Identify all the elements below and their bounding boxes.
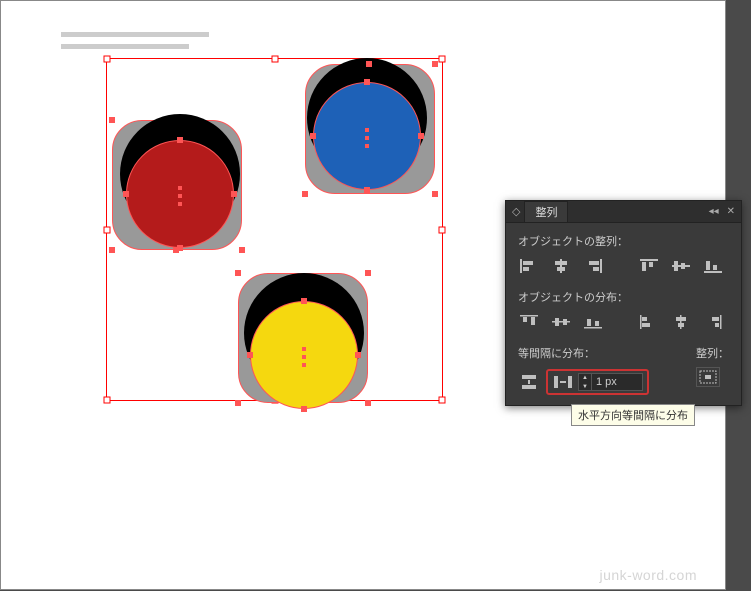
- label-align-objects: オブジェクトの整列：: [518, 233, 729, 249]
- spin-up-icon[interactable]: ▲: [579, 373, 591, 382]
- align-bottom-icon[interactable]: [702, 257, 724, 275]
- center-dot: [302, 363, 306, 367]
- spacing-value[interactable]: 1 px: [592, 376, 642, 388]
- shape-red[interactable]: [106, 114, 250, 258]
- selection-handle-e[interactable]: [439, 226, 446, 233]
- anchor[interactable]: [432, 61, 438, 67]
- distribute-top-icon[interactable]: [518, 313, 540, 331]
- align-top-icon[interactable]: [638, 257, 660, 275]
- shape-yellow[interactable]: [232, 273, 376, 417]
- center-dot: [365, 128, 369, 132]
- anchor[interactable]: [432, 191, 438, 197]
- anchor[interactable]: [418, 133, 424, 139]
- distribute-hspacing-icon[interactable]: [552, 373, 574, 391]
- selection-handle-n[interactable]: [271, 56, 278, 63]
- tooltip-hspacing: 水平方向等間隔に分布: [571, 404, 695, 426]
- anchor[interactable]: [173, 247, 179, 253]
- align-row: [518, 257, 729, 275]
- center-dot: [365, 144, 369, 148]
- anchor[interactable]: [301, 406, 307, 412]
- anchor[interactable]: [302, 191, 308, 197]
- anchor[interactable]: [231, 191, 237, 197]
- distribute-right-icon[interactable]: [702, 313, 724, 331]
- anchor[interactable]: [310, 133, 316, 139]
- deco-bar-1: [61, 32, 209, 37]
- selection-handle-se[interactable]: [439, 397, 446, 404]
- distribute-left-icon[interactable]: [638, 313, 660, 331]
- align-hcenter-icon[interactable]: [550, 257, 572, 275]
- label-align-to: 整列：: [696, 345, 729, 361]
- panel-collapse-icon[interactable]: ◂◂: [709, 206, 719, 217]
- anchor[interactable]: [235, 270, 241, 276]
- align-to-selection-icon[interactable]: [696, 367, 720, 387]
- panel-body: オブジェクトの整列： オブジェクトの分布： 等間隔に分布：: [506, 223, 741, 405]
- panel-close-icon[interactable]: ✕: [727, 206, 735, 217]
- distribute-vcenter-icon[interactable]: [550, 313, 572, 331]
- distribute-row: [518, 313, 729, 331]
- align-panel: ◇ 整列 ◂◂ ✕ オブジェクトの整列： オブジェクトの分布：: [505, 200, 742, 406]
- align-right-icon[interactable]: [582, 257, 604, 275]
- center-dot: [302, 355, 306, 359]
- anchor[interactable]: [247, 352, 253, 358]
- anchor[interactable]: [365, 270, 371, 276]
- center-dot: [365, 136, 369, 140]
- anchor[interactable]: [365, 400, 371, 406]
- selection-handle-nw[interactable]: [104, 56, 111, 63]
- deco-bar-2: [61, 44, 189, 49]
- anchor[interactable]: [355, 352, 361, 358]
- anchor[interactable]: [301, 298, 307, 304]
- distribute-hcenter-icon[interactable]: [670, 313, 692, 331]
- spacing-row: ▲ ▼ 1 px: [518, 369, 696, 395]
- shape-blue[interactable]: [299, 58, 443, 202]
- panel-tabbar: ◇ 整列 ◂◂ ✕: [506, 201, 741, 223]
- anchor[interactable]: [123, 191, 129, 197]
- anchor[interactable]: [235, 400, 241, 406]
- anchor[interactable]: [366, 61, 372, 67]
- center-dot: [178, 194, 182, 198]
- label-distribute-spacing: 等間隔に分布：: [518, 345, 696, 361]
- align-to-section: 整列：: [696, 345, 729, 387]
- anchor[interactable]: [364, 187, 370, 193]
- watermark: junk-word.com: [599, 567, 697, 583]
- anchor[interactable]: [109, 247, 115, 253]
- panel-tab-align[interactable]: 整列: [524, 201, 568, 222]
- anchor[interactable]: [364, 79, 370, 85]
- center-dot: [178, 202, 182, 206]
- align-left-icon[interactable]: [518, 257, 540, 275]
- selection-handle-sw[interactable]: [104, 397, 111, 404]
- spacing-input[interactable]: ▲ ▼ 1 px: [578, 373, 643, 391]
- anchor[interactable]: [109, 117, 115, 123]
- center-dot: [302, 347, 306, 351]
- label-distribute-objects: オブジェクトの分布：: [518, 289, 729, 305]
- center-dot: [178, 186, 182, 190]
- align-vcenter-icon[interactable]: [670, 257, 692, 275]
- panel-expand-icon[interactable]: ◇: [512, 205, 520, 218]
- anchor[interactable]: [239, 247, 245, 253]
- spacing-highlight: ▲ ▼ 1 px: [546, 369, 649, 395]
- distribute-bottom-icon[interactable]: [582, 313, 604, 331]
- anchor[interactable]: [177, 137, 183, 143]
- distribute-vspacing-icon[interactable]: [518, 373, 540, 391]
- spin-down-icon[interactable]: ▼: [579, 382, 591, 391]
